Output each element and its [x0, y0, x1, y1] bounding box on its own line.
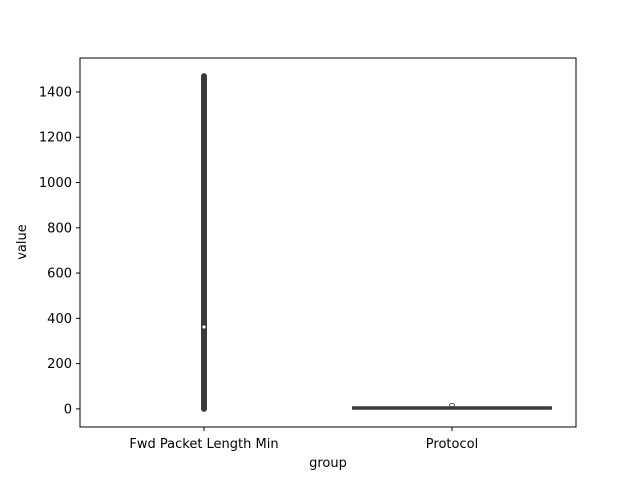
violin-median-protocol: [448, 403, 455, 408]
axes-frame: [79, 57, 577, 428]
y-tick-label: 1200: [39, 131, 72, 146]
y-tick-label: 1400: [39, 85, 72, 100]
x-tick-label: Fwd Packet Length Min: [129, 437, 278, 452]
y-tick-label: 800: [47, 221, 72, 236]
x-tick-label: Protocol: [426, 437, 478, 452]
y-tick-label: 1000: [39, 176, 72, 191]
violin-body-protocol: [352, 406, 552, 410]
y-tick-label: 400: [47, 312, 72, 327]
y-tick-label: 600: [47, 267, 72, 282]
plot-area: [201, 73, 552, 412]
y-tick-label: 0: [64, 402, 72, 417]
y-axis: 0 200 400 600 800 1000 1200 1400: [39, 85, 80, 417]
violin-median-fwd-packet-length-min: [202, 325, 206, 329]
y-axis-label: value: [15, 224, 30, 260]
x-axis-label: group: [309, 456, 347, 471]
x-axis: Fwd Packet Length Min Protocol: [129, 427, 478, 452]
y-tick-label: 200: [47, 357, 72, 372]
